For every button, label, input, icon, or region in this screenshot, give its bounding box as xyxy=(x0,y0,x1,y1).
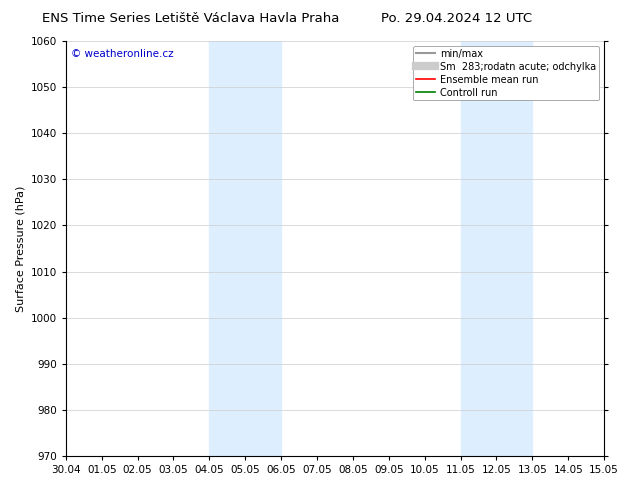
Bar xyxy=(209,41,281,456)
Bar xyxy=(460,41,533,456)
Text: ENS Time Series Letiště Václava Havla Praha: ENS Time Series Letiště Václava Havla Pr… xyxy=(41,12,339,25)
Text: Po. 29.04.2024 12 UTC: Po. 29.04.2024 12 UTC xyxy=(381,12,532,25)
Legend: min/max, Sm  283;rodatn acute; odchylka, Ensemble mean run, Controll run: min/max, Sm 283;rodatn acute; odchylka, … xyxy=(413,46,599,100)
Text: © weatheronline.cz: © weatheronline.cz xyxy=(71,49,174,59)
Y-axis label: Surface Pressure (hPa): Surface Pressure (hPa) xyxy=(15,185,25,312)
